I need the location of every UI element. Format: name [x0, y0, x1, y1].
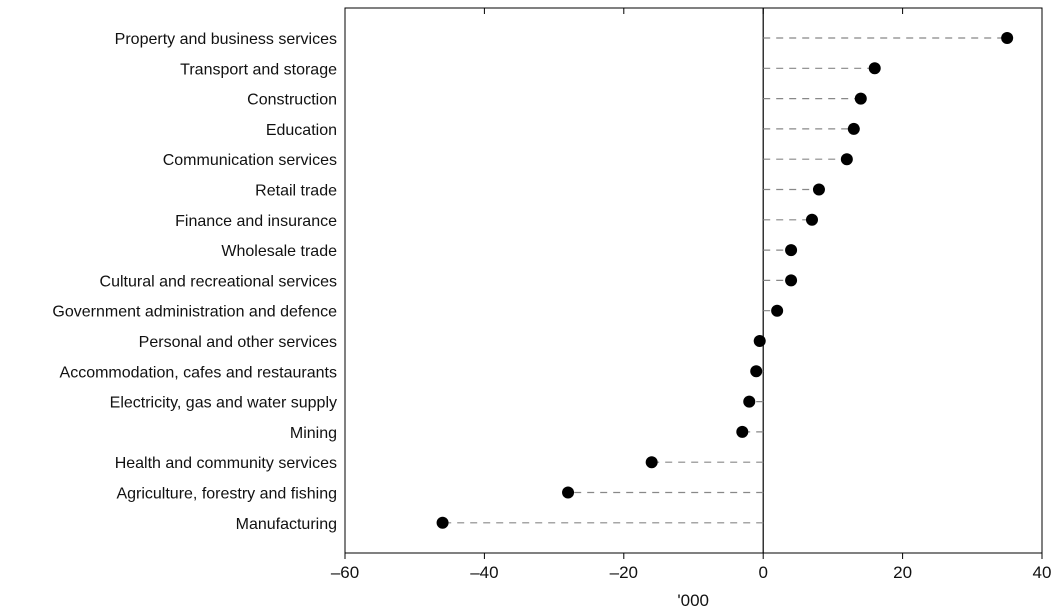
data-point	[840, 153, 853, 166]
data-point	[854, 92, 867, 105]
category-label: Education	[266, 122, 337, 139]
data-point	[805, 213, 818, 226]
plot-frame	[344, 7, 1043, 554]
data-point	[562, 486, 575, 499]
category-label: Health and community services	[115, 455, 337, 472]
data-point	[753, 335, 766, 347]
data-point	[771, 304, 784, 317]
data-points	[436, 32, 1014, 529]
category-label: Transport and storage	[180, 61, 337, 78]
category-label: Wholesale trade	[221, 243, 337, 260]
category-label: Electricity, gas and water supply	[110, 395, 337, 412]
category-label: Communication services	[163, 152, 337, 169]
data-point	[743, 395, 756, 408]
category-label: Construction	[247, 92, 337, 109]
category-label: Property and business services	[115, 31, 337, 48]
x-tick-label: –40	[470, 563, 498, 582]
category-label: Agriculture, forestry and fishing	[116, 486, 337, 503]
data-point	[812, 183, 825, 196]
category-label: Mining	[290, 425, 337, 442]
category-labels: Property and business services Transport …	[52, 31, 337, 533]
data-point	[785, 244, 798, 257]
x-tick-label: 40	[1033, 563, 1052, 582]
data-point	[750, 365, 763, 378]
data-point	[785, 274, 798, 287]
data-point	[868, 62, 881, 75]
x-tick-label: –20	[610, 563, 638, 582]
x-tick-label: –60	[331, 563, 359, 582]
data-point	[847, 122, 860, 135]
data-point	[436, 516, 449, 529]
category-label: Manufacturing	[236, 516, 337, 533]
category-label: Personal and other services	[139, 334, 337, 351]
connector-lines	[442, 37, 1008, 524]
data-point	[736, 425, 749, 438]
category-label: Accommodation, cafes and restaurants	[60, 364, 337, 381]
data-point	[1001, 32, 1014, 44]
x-tick-label: 20	[893, 563, 912, 582]
category-label: Finance and insurance	[175, 213, 337, 230]
x-tick-label: 0	[758, 563, 767, 582]
category-label: Cultural and recreational services	[100, 273, 337, 290]
x-axis-ticks: –60 –40 –20 0 20 40	[331, 8, 1052, 582]
category-label: Government administration and defence	[52, 304, 337, 321]
x-axis-title: '000	[677, 591, 709, 610]
category-label: Retail trade	[255, 183, 337, 200]
data-point	[645, 456, 658, 469]
